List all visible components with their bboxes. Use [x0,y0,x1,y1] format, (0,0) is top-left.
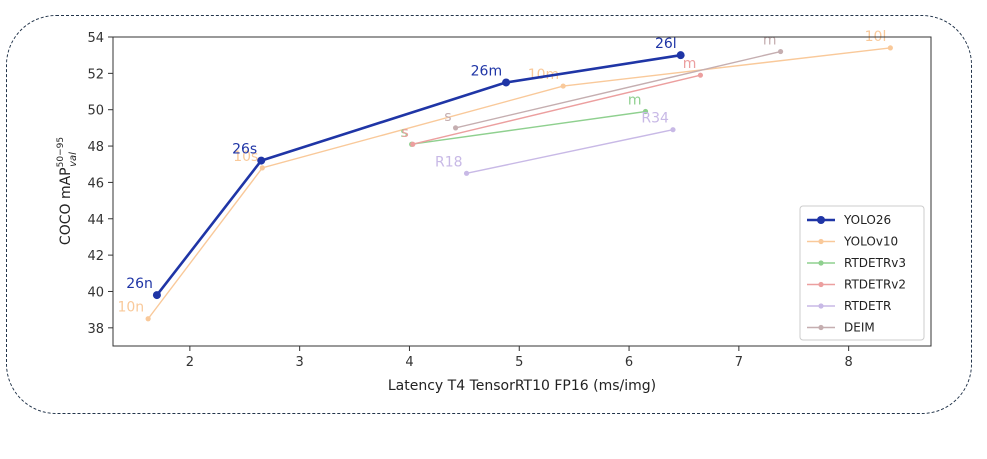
legend-label: RTDETR [844,299,891,313]
data-point-deim [453,125,458,130]
data-point-rtdetrv2 [698,73,703,78]
data-point-rtdetrv2 [410,142,415,147]
legend-swatch-marker [817,216,825,224]
point-label-yolov10: 10n [117,300,144,316]
data-point-yolov10 [561,83,566,88]
data-point-yolo26 [257,157,265,165]
series-line-deim [456,52,781,128]
data-point-yolov10 [888,45,893,50]
y-tick-label: 46 [87,176,104,191]
legend-label: YOLO26 [843,213,891,227]
y-tick-label: 52 [87,67,104,82]
y-tick-label: 50 [87,104,104,119]
y-tick-label: 54 [87,31,104,46]
point-label-rtdetr: R34 [641,111,669,127]
y-axis-title-superscript: 50−95 [56,137,66,167]
y-tick-label: 38 [87,322,104,337]
point-label-rtdetrv2: m [683,56,697,72]
legend-swatch-marker [818,303,823,308]
x-tick-label: 6 [625,355,633,370]
legend-label: RTDETRv3 [844,256,906,270]
point-label-rtdetrv3: m [628,93,642,109]
x-tick-label: 7 [735,355,743,370]
data-point-yolo26 [677,51,685,59]
x-tick-label: 5 [515,355,523,370]
series-line-rtdetr [467,130,673,174]
y-axis-title: COCO mAP50−95 val [56,137,79,245]
legend-swatch-marker [818,282,823,287]
point-label-deim: m [763,33,777,49]
series-yolo26: 26n 26s 26m 26l [126,36,684,299]
legend-swatch-marker [818,325,823,330]
legend-label: RTDETRv2 [844,278,906,292]
point-label-yolo26: 26n [126,276,153,292]
point-label-yolo26: 26l [655,36,677,52]
y-tick-label: 44 [87,213,104,228]
y-tick-label: 42 [87,249,104,264]
y-axis-title-subscript: val [68,152,79,167]
x-axis-title: Latency T4 TensorRT10 FP16 (ms/img) [388,378,656,394]
y-axis-title-main: COCO mAP [58,167,74,245]
data-point-yolo26 [502,78,510,86]
data-point-rtdetr [464,171,469,176]
series-line-yolov10 [148,48,890,319]
series-line-yolo26 [157,55,681,295]
data-point-deim [778,49,783,54]
point-label-yolo26: 26m [471,63,502,79]
x-tick-label: 2 [186,355,194,370]
y-tick-label: 48 [87,140,104,155]
series-rtdetr: R18 R34 [435,111,676,176]
data-point-yolov10 [146,316,151,321]
point-label-rtdetrv2: s [401,125,408,141]
data-point-yolov10 [260,165,265,170]
y-tick-label: 40 [87,285,104,300]
legend-label: YOLOv10 [843,235,898,249]
data-point-yolo26 [153,291,161,299]
legend-swatch-marker [818,260,823,265]
point-label-yolo26: 26s [232,142,257,158]
x-tick-label: 3 [296,355,304,370]
legend-label: DEIM [844,321,875,335]
legend: YOLO26 YOLOv10 RTDETRv3 RTDETRv2 RTDETR DEIM [800,206,924,340]
x-tick-label: 4 [405,355,413,370]
point-label-deim: s [444,109,451,125]
legend-swatch-marker [818,239,823,244]
point-label-rtdetr: R18 [435,154,463,170]
x-tick-label: 8 [845,355,853,370]
data-point-rtdetr [670,127,675,132]
